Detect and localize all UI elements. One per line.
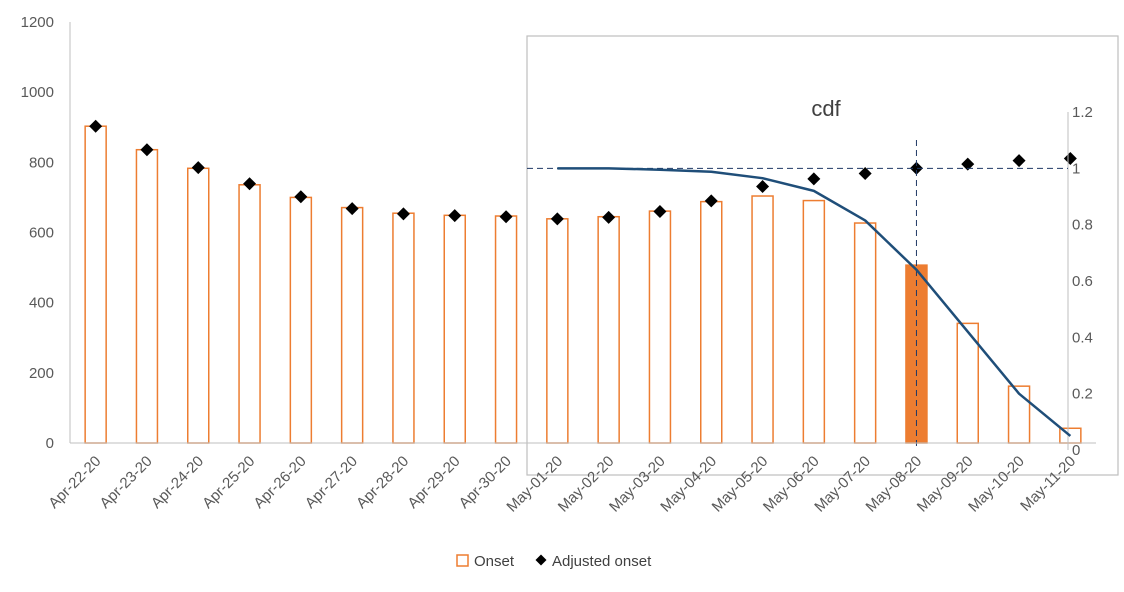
adjusted-onset-marker — [448, 209, 462, 223]
onset-bar — [802, 199, 826, 444]
inset-y-tick-label: 0.6 — [1072, 273, 1093, 290]
inset-y-tick-label: 1.2 — [1072, 104, 1093, 121]
legend-onset-label: Onset — [474, 553, 515, 570]
adjusted-onset-marker — [858, 167, 872, 181]
adjusted-onset-marker — [602, 210, 616, 224]
onset-bar — [597, 215, 620, 444]
cdf-line — [557, 167, 1072, 437]
adjusted-onset-marker — [909, 161, 923, 175]
onset-bar — [648, 210, 672, 444]
inset-y-tick-label: 1 — [1072, 160, 1080, 177]
legend-onset-swatch — [456, 554, 469, 567]
y-tick-label: 1200 — [21, 14, 54, 31]
inset-y-tick-label: 0 — [1072, 442, 1080, 459]
adjusted-onset-marker — [243, 177, 257, 191]
adjusted-onset-marker — [653, 204, 667, 218]
y-axis-left: 0 200 400 600 800 1000 1200 — [21, 14, 71, 452]
adjusted-onset-marker — [345, 202, 359, 216]
onset-bar — [289, 196, 313, 444]
onset-bar — [84, 125, 107, 444]
onset-bar — [340, 206, 364, 444]
onset-bar — [443, 214, 466, 444]
legend-adjusted-onset-label: Adjusted onset — [552, 553, 652, 570]
adjusted-onset-marker — [1063, 151, 1077, 165]
adjusted-onset-marker — [294, 190, 308, 204]
adjusted-onset-marker — [499, 210, 513, 224]
y-tick-label: 0 — [46, 435, 54, 452]
adjusted-onset-marker — [140, 143, 154, 157]
y-tick-label: 1000 — [21, 84, 54, 101]
adjusted-onset-markers — [89, 119, 1077, 226]
adjusted-onset-marker — [396, 207, 410, 221]
onset-bar — [392, 212, 415, 444]
adjusted-onset-marker — [1012, 154, 1026, 168]
inset-y-tick-label: 0.4 — [1072, 329, 1093, 346]
inset-title: cdf — [811, 96, 841, 121]
inset-frame — [526, 35, 1119, 476]
y-tick-label: 200 — [29, 365, 54, 382]
y-tick-label: 400 — [29, 295, 54, 312]
adjusted-onset-marker — [704, 194, 718, 208]
adjusted-onset-marker — [756, 180, 770, 194]
y-tick-label: 600 — [29, 225, 54, 242]
onset-bar — [238, 184, 261, 444]
y-tick-label: 800 — [29, 154, 54, 171]
adjusted-onset-marker — [961, 157, 975, 171]
adjusted-onset-marker — [191, 161, 205, 175]
onset-bar — [853, 222, 877, 444]
inset-y-tick-label: 0.2 — [1072, 386, 1093, 403]
onset-bar — [700, 200, 723, 444]
adjusted-onset-marker — [550, 212, 564, 226]
inset-y-tick-label: 0.8 — [1072, 217, 1093, 234]
onset-bar — [546, 218, 569, 444]
legend-adjusted-onset-marker — [535, 554, 547, 566]
onset-bar — [187, 167, 210, 444]
adjusted-onset-marker — [807, 172, 821, 186]
onset-bar — [751, 195, 774, 444]
legend: Onset Adjusted onset — [456, 553, 652, 570]
onset-bar — [494, 215, 518, 444]
cdf-inset: cdf 0 0.2 0.4 0.6 0.8 1 1.2 — [526, 35, 1119, 476]
onset-bar — [135, 148, 159, 444]
adjusted-onset-marker — [89, 119, 103, 133]
